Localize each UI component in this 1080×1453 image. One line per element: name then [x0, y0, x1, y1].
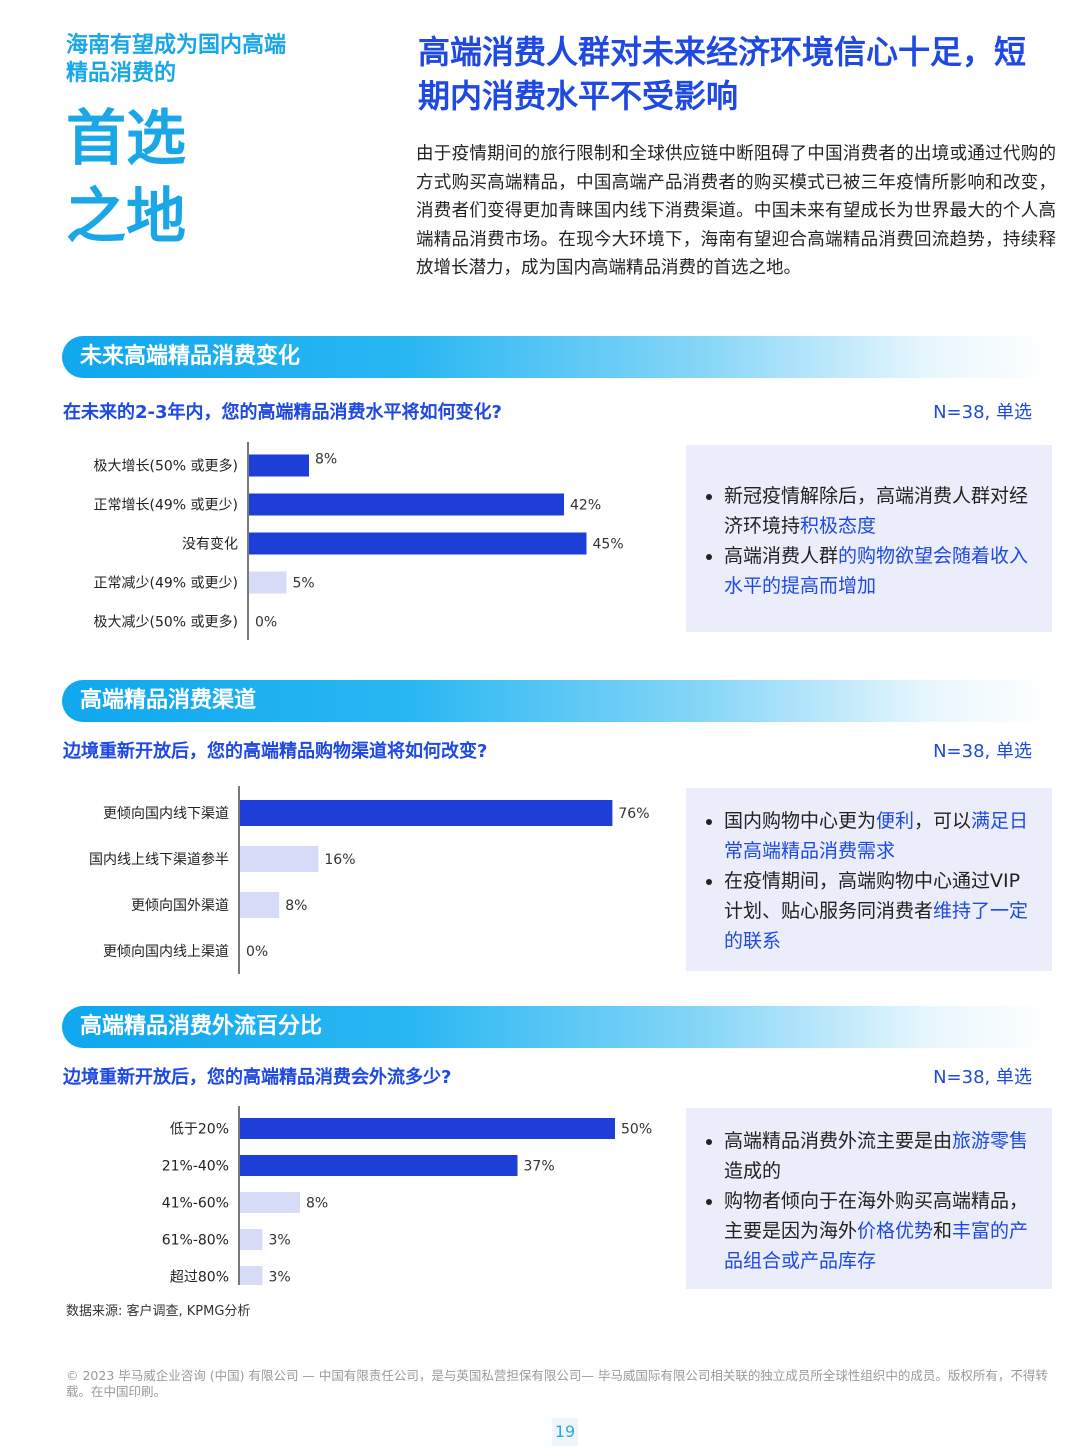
bar — [240, 1229, 263, 1250]
bar — [249, 532, 587, 555]
value-label: 8% — [285, 898, 307, 914]
bar — [249, 493, 564, 516]
bullet-text: 和 — [933, 1220, 953, 1242]
highlight-text: 维持了一定的联系 — [724, 900, 1029, 952]
category-label: 正常增长(49% 或更少) — [94, 498, 239, 514]
insight-box-1: 新冠疫情解除后，高端消费人群对经济环境持积极态度高端消费人群的购物欲望会随着收入… — [686, 445, 1052, 632]
insight-bullet: 高端精品消费外流主要是由旅游零售造成的 — [724, 1126, 1038, 1186]
value-label: 8% — [306, 1196, 328, 1212]
category-label: 正常减少(49% 或更少) — [94, 576, 239, 592]
copyright-footer: © 2023 毕马威企业咨询 (中国) 有限公司 — 中国有限责任公司，是与英国… — [66, 1368, 1048, 1399]
value-label: 37% — [524, 1159, 555, 1175]
page-number: 19 — [552, 1418, 578, 1446]
tagline-big-line-1: 首选 — [66, 104, 186, 174]
insight-box-2: 国内购物中心更为便利，可以满足日常高端精品消费需求在疫情期间，高端购物中心通过V… — [686, 788, 1052, 971]
tagline-small: 海南有望成为国内高端精品消费的 — [66, 33, 287, 86]
insight-bullet: 购物者倾向于在海外购买高端精品，主要是因为海外价格优势和丰富的产品组合或产品库存 — [724, 1186, 1038, 1276]
insight-box-3: 高端精品消费外流主要是由旅游零售造成的购物者倾向于在海外购买高端精品，主要是因为… — [686, 1108, 1052, 1289]
section-banner-3: 高端精品消费外流百分比 — [62, 1006, 1052, 1048]
highlight-text: 旅游零售 — [952, 1130, 1029, 1152]
value-label: 76% — [618, 806, 649, 822]
bar-chart-1: 极大增长(50% 或更多) 8% 正常增长(49% 或更少) 42% 没有变化 45% 正常… — [94, 442, 624, 640]
sample-size-1: N=38, 单选 — [933, 402, 1032, 423]
bullet-text: 在疫情期间，高端购物中心通过VIP计划、贴心服务同消费者 — [724, 870, 1021, 922]
category-label: 国内线上线下渠道参半 — [89, 851, 229, 868]
category-label: 更倾向国内线上渠道 — [103, 944, 229, 960]
value-label: 0% — [255, 615, 277, 631]
question-1: 在未来的2-3年内，您的高端精品消费水平将如何变化? — [63, 402, 502, 423]
value-label: 8% — [315, 452, 337, 468]
bar — [240, 800, 613, 826]
sample-size-3: N=38, 单选 — [933, 1067, 1032, 1088]
bullet-text: 高端精品消费外流主要是由 — [724, 1130, 953, 1152]
category-label: 低于20% — [170, 1122, 229, 1138]
bullet-text: ，可以 — [914, 810, 972, 832]
section-banner-1: 未来高端精品消费变化 — [62, 336, 1052, 378]
bar — [240, 1155, 518, 1176]
category-label: 61%-80% — [162, 1233, 229, 1249]
insight-bullet: 高端消费人群的购物欲望会随着收入水平的提高而增加 — [724, 541, 1038, 601]
question-3: 边境重新开放后，您的高端精品消费会外流多少? — [63, 1067, 452, 1088]
category-label: 21%-40% — [162, 1159, 229, 1175]
page-headline: 高端消费人群对未来经济环境信心十足，短期内消费水平不受影响 — [418, 33, 1027, 115]
chart-2: 更倾向国内线下渠道 76% 国内线上线下渠道参半 16% 更倾向国外渠道 8% 更倾向国内线… — [60, 780, 660, 975]
value-label: 16% — [324, 852, 355, 868]
bar — [240, 1118, 615, 1139]
bar-chart-2: 更倾向国内线下渠道 76% 国内线上线下渠道参半 16% 更倾向国外渠道 8% 更倾向国内线… — [89, 786, 650, 974]
section-banner-2: 高端精品消费渠道 — [62, 680, 1052, 722]
bullet-text: 国内购物中心更为 — [724, 810, 877, 832]
bar-chart-3: 低于20% 50% 21%-40% 37% 41%-60% 8% 61%-80% 3% 超过80… — [162, 1106, 652, 1286]
bullet-text: 新冠疫情解除后，高端消费人群对经济环境持 — [724, 485, 1029, 537]
bullet-text: 购物者倾向于在海外购买高端精品，主要是因为海外 — [724, 1190, 1029, 1242]
category-label: 41%-60% — [162, 1196, 229, 1212]
bar — [249, 454, 309, 477]
category-label: 超过80% — [170, 1270, 229, 1286]
insight-bullet: 国内购物中心更为便利，可以满足日常高端精品消费需求 — [724, 806, 1038, 866]
category-label: 极大增长(50% 或更多) — [94, 458, 239, 475]
insight-bullet: 在疫情期间，高端购物中心通过VIP计划、贴心服务同消费者维持了一定的联系 — [724, 866, 1038, 956]
section-title-1: 未来高端精品消费变化 — [80, 344, 301, 369]
value-label: 3% — [269, 1270, 291, 1286]
value-label: 45% — [593, 537, 624, 553]
intro-paragraph: 由于疫情期间的旅行限制和全球供应链中断阻碍了中国消费者的出境或通过代购的方式购买… — [416, 144, 1056, 278]
highlight-text: 丰富的产品组合或产品库存 — [724, 1220, 1029, 1272]
bar — [240, 892, 280, 918]
sample-size-2: N=38, 单选 — [933, 741, 1032, 762]
section-title-2: 高端精品消费渠道 — [80, 688, 257, 713]
value-label: 3% — [269, 1233, 291, 1249]
highlight-text: 满足日常高端精品消费需求 — [724, 810, 1029, 862]
category-label: 更倾向国内线下渠道 — [103, 806, 229, 822]
bullet-text: 造成的 — [724, 1160, 782, 1182]
bar — [249, 571, 287, 594]
bullet-text: 高端消费人群 — [724, 545, 839, 567]
category-label: 极大减少(50% 或更多) — [94, 614, 239, 631]
tagline-big: 首选 之地 — [66, 100, 186, 256]
highlight-text: 便利 — [876, 810, 915, 832]
bar — [240, 1266, 263, 1285]
category-label: 没有变化 — [182, 537, 238, 553]
chart-1: 极大增长(50% 或更多) 8% 正常增长(49% 或更少) 42% 没有变化 45% 正常… — [60, 440, 660, 640]
bar — [240, 846, 319, 872]
chart-3: 低于20% 50% 21%-40% 37% 41%-60% 8% 61%-80% 3% 超过80… — [60, 1100, 660, 1285]
insight-bullet: 新冠疫情解除后，高端消费人群对经济环境持积极态度 — [724, 481, 1038, 541]
value-label: 50% — [621, 1122, 652, 1138]
question-2: 边境重新开放后，您的高端精品购物渠道将如何改变? — [63, 741, 488, 762]
category-label: 更倾向国外渠道 — [131, 898, 229, 914]
highlight-text: 的购物欲望会随着收入水平的提高而增加 — [724, 545, 1029, 597]
data-source: 数据来源: 客户调查, KPMG分析 — [66, 1304, 251, 1319]
highlight-text: 积极态度 — [800, 515, 877, 537]
section-title-3: 高端精品消费外流百分比 — [80, 1014, 323, 1039]
bar — [240, 1192, 300, 1213]
tagline-big-line-2: 之地 — [66, 182, 186, 252]
value-label: 5% — [293, 576, 315, 592]
value-label: 42% — [570, 498, 601, 514]
highlight-text: 价格优势 — [857, 1220, 934, 1242]
value-label: 0% — [246, 944, 268, 960]
